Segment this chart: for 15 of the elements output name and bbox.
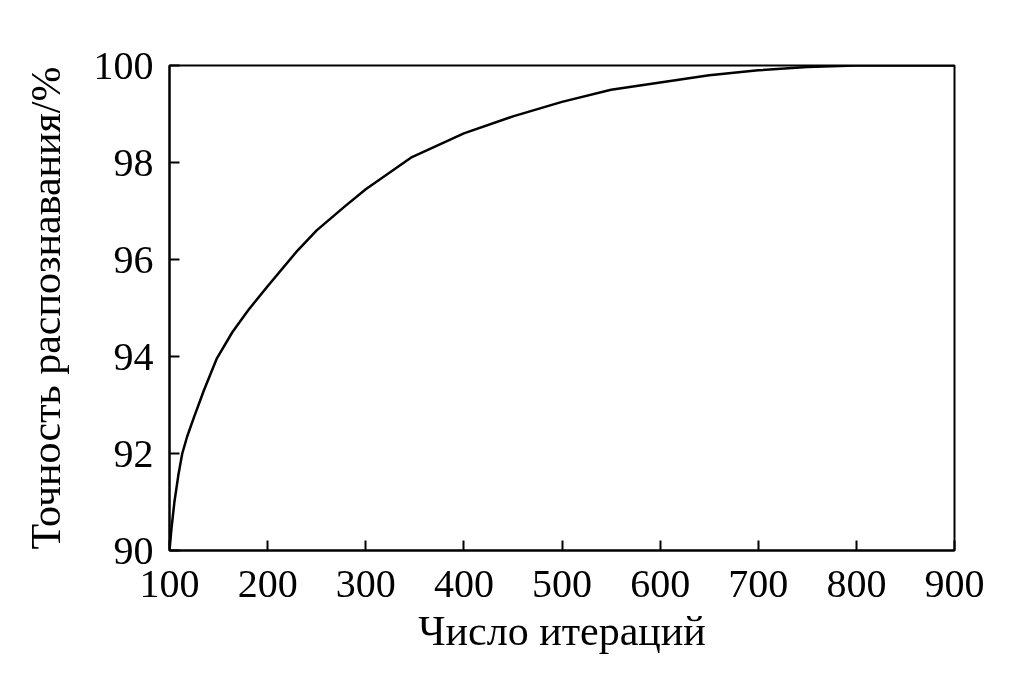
y-tick-label: 96 [113,236,154,282]
x-tick-label: 900 [924,560,985,606]
x-tick-label: 200 [237,560,298,606]
y-tick-label: 98 [113,139,154,185]
y-axis-title: Точность распознавания/% [22,66,69,550]
x-tick-label: 400 [433,560,494,606]
x-axis-title: Число итераций [418,607,706,654]
x-tick-label: 800 [826,560,887,606]
y-tick-label: 94 [113,333,154,379]
x-tick-label: 700 [728,560,789,606]
y-tick-label: 100 [93,42,154,88]
x-tick-label: 300 [335,560,396,606]
y-tick-label: 92 [113,430,154,476]
x-tick-label: 600 [630,560,691,606]
x-tick-label: 500 [532,560,592,606]
